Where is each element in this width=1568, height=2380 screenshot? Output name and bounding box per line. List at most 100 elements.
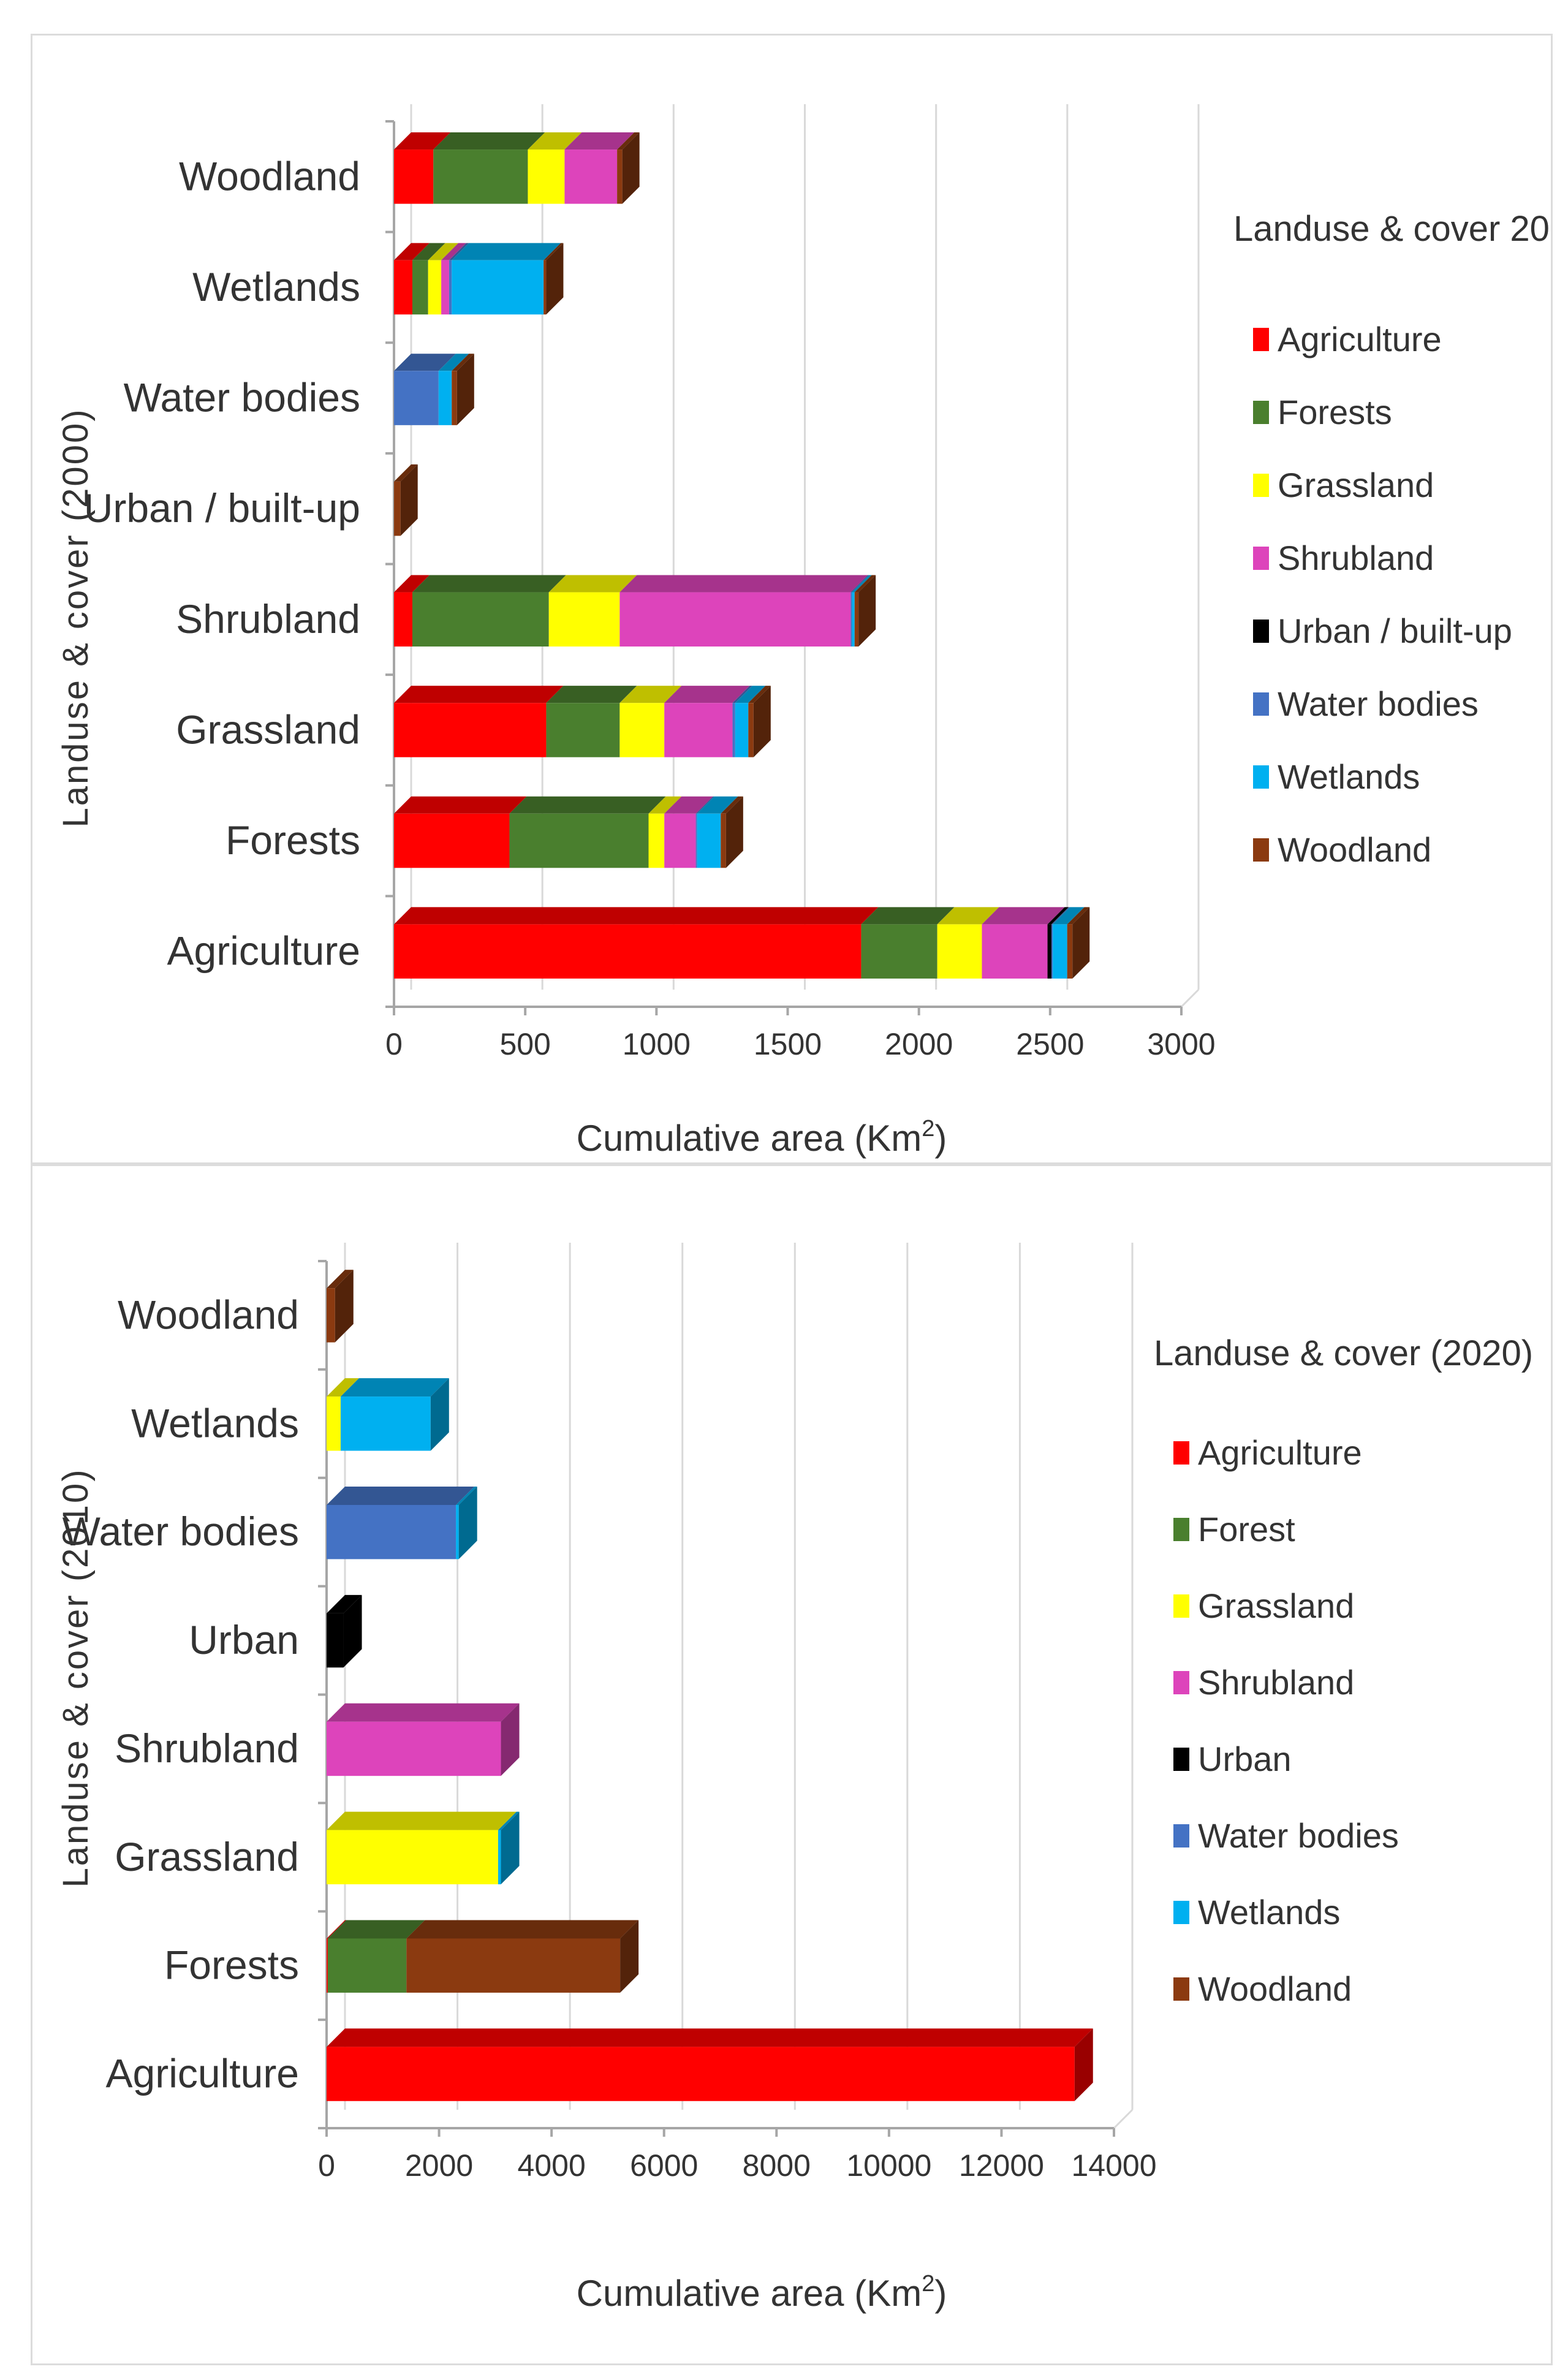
legend-swatch-woodland	[1173, 1977, 1189, 2001]
x-tick-label: 1000	[623, 1027, 691, 1061]
bar-top-water-bodies-grassland	[732, 686, 752, 703]
bar-segment-shrubland-shrubland	[619, 592, 851, 647]
bar-top-shrubland-wetlands	[441, 243, 466, 260]
bar-end-grassland	[753, 686, 771, 757]
bar-top-wetlands-water-bodies	[438, 354, 469, 371]
legend-swatch-shrubland	[1253, 547, 1269, 570]
bar-top-forests-shrubland	[412, 575, 566, 593]
bar-segment-wetlands-water-bodies	[456, 1504, 459, 1560]
bar-segment-woodland-grassland	[748, 703, 754, 757]
x-axis-title-sup: 2	[922, 1116, 934, 1142]
bar-segment-agriculture-forests	[394, 813, 510, 868]
bar-top-shrubland-forests	[664, 796, 713, 814]
x-tick-label: 12000	[959, 2148, 1044, 2183]
x-tick-label: 14000	[1071, 2148, 1156, 2183]
legend-label-woodland: Woodland	[1198, 1969, 1352, 2008]
bar-top-shrubland-shrubland	[327, 1703, 520, 1722]
x-tick-label: 1500	[754, 1027, 822, 1061]
bar-segment-grassland-forests	[648, 813, 665, 868]
legend-swatch-water-bodies	[1253, 692, 1269, 716]
bar-top-grassland-forests	[648, 796, 682, 814]
category-label-wetlands: Wetlands	[131, 1400, 299, 1446]
legend-title: Landuse & cover 2010	[1233, 209, 1551, 249]
bar-top-water-bodies-agriculture	[1051, 907, 1070, 925]
x-axis-title-main: Cumulative area (Km	[577, 2273, 922, 2314]
legend-swatch-shrubland	[1173, 1671, 1189, 1694]
legend-swatch-agriculture	[1173, 1441, 1189, 1465]
bar-segment-grassland-grassland	[619, 703, 665, 757]
bar-segment-woodland-urban-built-up	[394, 481, 401, 536]
bar-top-urban-built-up-agriculture	[1047, 907, 1069, 925]
bar-top-agriculture-grassland	[394, 686, 564, 703]
bar-segment-water-bodies-grassland	[732, 703, 735, 757]
bar-segment-agriculture-agriculture	[327, 2047, 1075, 2101]
bar-segment-shrubland-grassland	[664, 703, 733, 757]
bar-segment-wetlands-grassland	[498, 1830, 501, 1885]
chart-panel-2010-2020: 0 2000 4000 6000 8000 10000 12000 14000 Agricult…	[31, 1164, 1553, 2365]
y-axis-title: Landuse & cover (2010)	[56, 1468, 96, 1887]
bar-segment-shrubland-agriculture	[982, 924, 1048, 979]
bar-segment-water-bodies-wetlands	[449, 260, 452, 315]
x-tick-label: 2500	[1016, 1027, 1084, 1061]
bar-top-shrubland-grassland	[664, 686, 750, 703]
bar-segment-agriculture-forests	[327, 1938, 328, 1993]
x-tick-label: 500	[499, 1027, 550, 1061]
x-axis-title-sup: 2	[922, 2271, 934, 2297]
bar-segment-urban-built-up-agriculture	[1047, 924, 1051, 979]
bar-segment-woodland-forests	[406, 1938, 621, 1993]
bar-segment-forests-woodland	[433, 150, 528, 204]
category-label-grassland: Grassland	[176, 707, 360, 752]
bar-segment-water-bodies-water-bodies	[394, 371, 439, 425]
bar-top-shrubland-shrubland	[619, 575, 868, 593]
legend-swatch-wetlands	[1253, 765, 1269, 789]
legend-label-forest: Forest	[1198, 1510, 1295, 1548]
x-axis-title: Cumulative area (Km2)	[577, 2271, 947, 2314]
bar-end-shrubland	[858, 575, 876, 647]
bar-top-water-bodies-water-bodies	[394, 354, 456, 371]
legend-label-water-bodies: Water bodies	[1278, 684, 1479, 723]
bar-top-water-bodies-forests	[695, 796, 714, 814]
bar-segment-water-bodies-water-bodies	[327, 1504, 456, 1560]
bar-top-agriculture-forests	[394, 796, 527, 814]
legend-swatch-water-bodies	[1173, 1824, 1189, 1848]
x-axis-title-end: )	[934, 1118, 947, 1159]
category-label-urban: Urban	[189, 1617, 299, 1662]
bar-segment-wetlands-wetlands	[452, 260, 544, 315]
x-axis-title-main: Cumulative area (Km	[577, 1118, 922, 1159]
bar-end-water-bodies	[456, 354, 474, 425]
bar-segment-woodland-woodland	[617, 150, 623, 204]
category-label-agriculture: Agriculture	[167, 928, 360, 974]
bar-top-wetlands-grassland	[735, 686, 766, 703]
bar-segment-water-bodies-shrubland	[850, 592, 852, 647]
category-label-forests: Forests	[164, 1942, 299, 1988]
category-label-woodland: Woodland	[118, 1292, 299, 1337]
category-label-woodland: Woodland	[179, 153, 360, 199]
bar-top-wetlands-water-bodies	[456, 1486, 477, 1505]
bar-top-wetlands-wetlands	[452, 243, 561, 260]
legend-swatch-forests	[1253, 401, 1269, 424]
legend-label-urban-built-up: Urban / built-up	[1278, 612, 1512, 650]
bar-top-woodland-urban-built-up	[394, 464, 418, 482]
bar-segment-grassland-shrubland	[548, 592, 620, 647]
bar-segment-agriculture-shrubland	[394, 592, 412, 647]
y-axis-title: Landuse & cover (2000)	[56, 407, 96, 827]
legend-label-urban: Urban	[1198, 1740, 1292, 1778]
bar-top-wetlands-forests	[697, 796, 738, 814]
legend-swatch-wetlands	[1173, 1901, 1189, 1924]
bar-top-urban-urban	[327, 1594, 362, 1613]
x-tick-label: 8000	[743, 2148, 811, 2183]
bar-segment-shrubland-shrubland	[327, 1721, 501, 1776]
bar-top-woodland-shrubland	[854, 575, 876, 593]
bar-segment-woodland-wetlands	[543, 260, 547, 315]
x-tick-label: 2000	[405, 2148, 473, 2183]
chart-2010-2020: 0 2000 4000 6000 8000 10000 12000 14000 Agricult…	[56, 1243, 1533, 2314]
bar-top-grassland-grassland	[619, 686, 682, 703]
legend-label-agriculture: Agriculture	[1198, 1433, 1362, 1472]
bar-top-woodland-woodland	[327, 1270, 354, 1289]
bar-top-agriculture-wetlands	[394, 243, 430, 260]
bar-end-forests	[725, 796, 743, 868]
bar-top-grassland-grassland	[327, 1811, 517, 1830]
legend-swatch-grassland	[1253, 474, 1269, 497]
bar-end-urban-built-up	[400, 464, 418, 536]
bar-top-forests-woodland	[433, 132, 545, 150]
